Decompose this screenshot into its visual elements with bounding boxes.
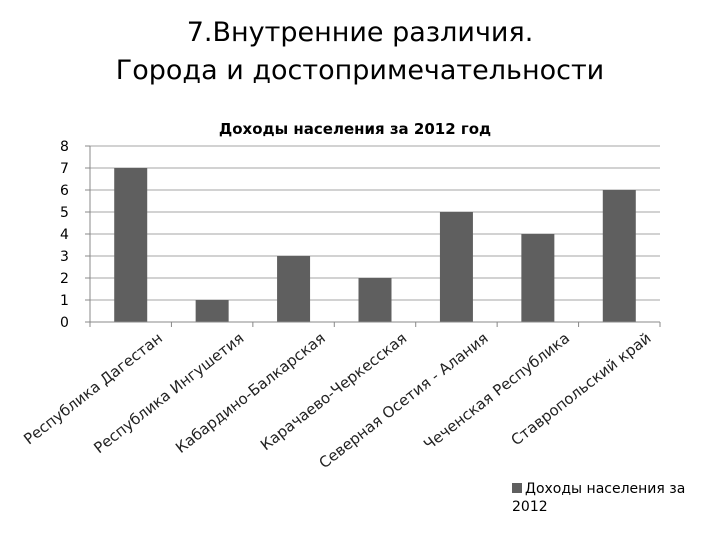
- bar: [277, 256, 311, 322]
- y-tick-label: 8: [60, 139, 69, 155]
- bars: [114, 168, 636, 322]
- bar: [521, 234, 555, 322]
- x-category-label: Ставропольский край: [507, 329, 654, 449]
- y-axis-ticks: 0 1 2 3 4 5 6 7 8: [60, 139, 69, 331]
- slide-title-line-2: Города и достопримечательности: [115, 55, 605, 86]
- y-tick-label: 7: [60, 161, 69, 177]
- legend: Доходы населения за 2012: [512, 480, 717, 516]
- bar: [602, 190, 636, 322]
- y-tick-label: 2: [60, 271, 69, 287]
- bar: [195, 300, 229, 322]
- x-category-label: Кабардино-Балкарская: [172, 329, 329, 457]
- x-category-label: Карачаево-Черкесская: [257, 329, 410, 454]
- y-tick-label: 3: [60, 249, 69, 265]
- legend-label: Доходы населения за 2012: [512, 481, 686, 515]
- x-category-label: Северная Осетия - Алания: [315, 329, 491, 472]
- bar: [114, 168, 148, 322]
- y-tick-label: 4: [60, 227, 69, 243]
- x-category-label: Республика Дагестан: [20, 329, 166, 448]
- gridlines: [90, 145, 660, 301]
- slide-title-line-1: 7.Внутренние различия.: [186, 17, 534, 48]
- chart-title: Доходы населения за 2012 год: [219, 120, 491, 138]
- x-category-label: Чеченская Республика: [420, 329, 573, 454]
- bar: [358, 278, 392, 322]
- legend-swatch: [512, 483, 522, 493]
- y-tick-label: 1: [60, 293, 69, 309]
- y-tick-label: 5: [60, 205, 69, 221]
- x-category-label: Республика Ингушетия: [90, 329, 247, 457]
- slide-title: 7.Внутренние различия. Города и достопри…: [0, 14, 720, 90]
- axes: [85, 145, 661, 327]
- bar: [439, 212, 473, 322]
- y-tick-label: 0: [60, 315, 69, 331]
- y-tick-label: 6: [60, 183, 69, 199]
